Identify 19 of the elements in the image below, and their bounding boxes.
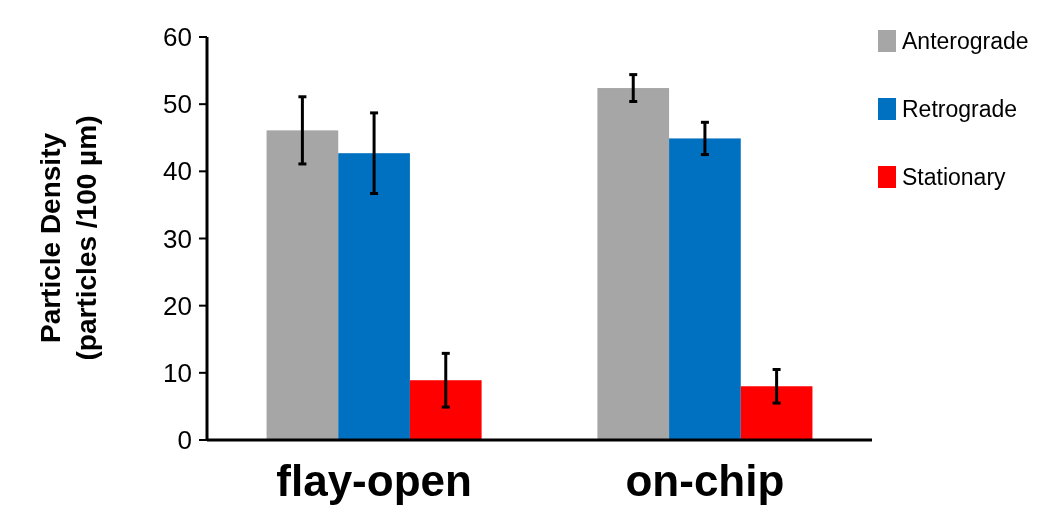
bar (597, 88, 670, 440)
legend-label: Stationary (902, 164, 1007, 191)
x-tick-label: on-chip (625, 456, 785, 505)
y-tick-label: 0 (177, 425, 192, 456)
bar (669, 138, 741, 440)
y-axis-title: Particle Density (particles /100 µm) (35, 115, 102, 361)
y-tick-label: 20 (163, 290, 192, 321)
bar (338, 153, 410, 440)
y-tick-label: 30 (163, 223, 192, 254)
bar (740, 386, 813, 440)
y-tick-label: 60 (163, 22, 192, 53)
bar (409, 380, 482, 440)
bar (266, 130, 339, 440)
y-tick-label: 10 (163, 357, 192, 388)
y-tick-label: 40 (163, 156, 192, 187)
legend-label: Retrograde (902, 96, 1018, 123)
y-tick-label: 50 (163, 89, 192, 120)
legend-label: Anterograde (902, 28, 1029, 55)
x-tick-label: flay-open (276, 456, 472, 505)
